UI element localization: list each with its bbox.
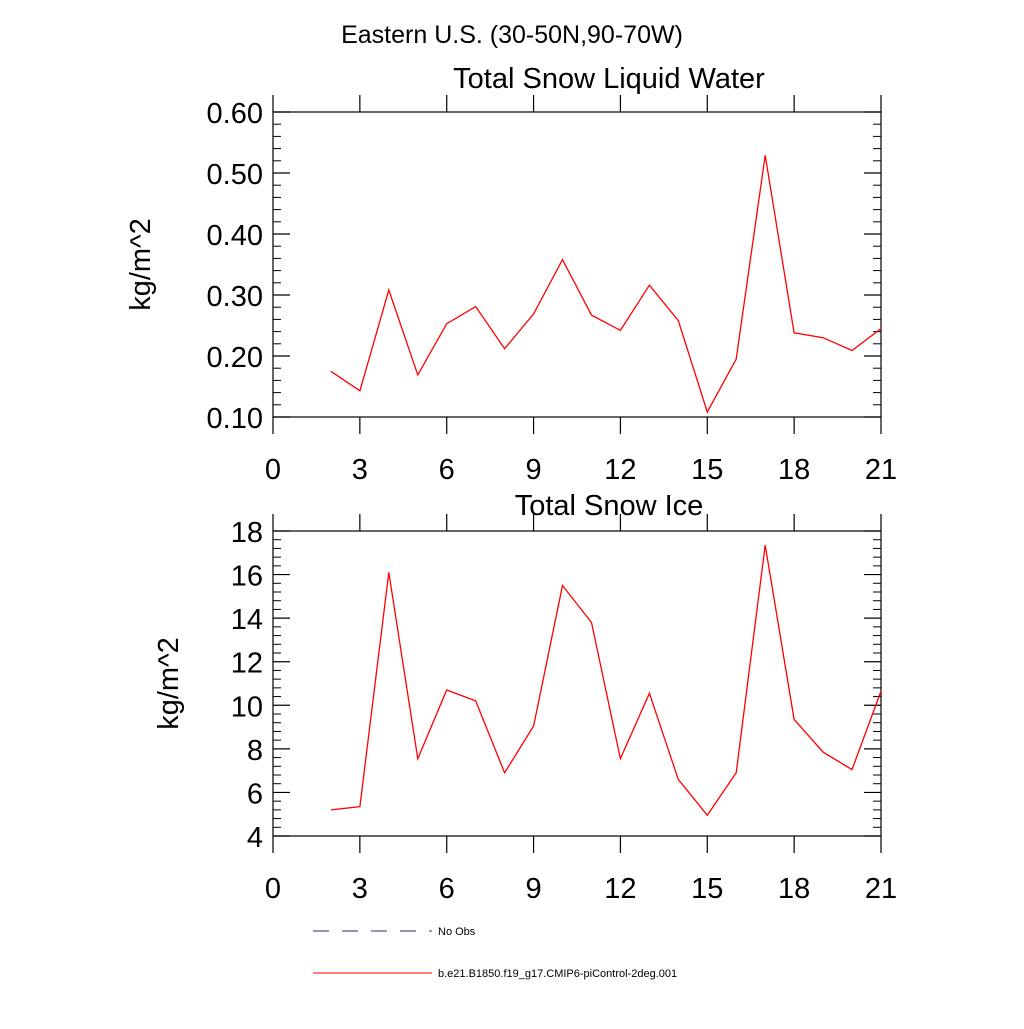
chart-1-ytick-label-5: 0.60 <box>207 98 263 130</box>
chart-2-ytick-label-1: 6 <box>247 778 263 810</box>
chart-2-xtick-label-1: 3 <box>352 873 368 905</box>
chart-1-xtick-label-5: 15 <box>691 454 723 486</box>
chart-2-xtick-label-4: 12 <box>604 873 636 905</box>
chart-1-ylabel: kg/m^2 <box>125 218 157 311</box>
chart-2-ytick-label-4: 12 <box>231 648 263 680</box>
figure-title: Eastern U.S. (30-50N,90-70W) <box>341 21 683 49</box>
legend: No Obs b.e21.B1850.f19_g17.CMIP6-piContro… <box>313 926 677 980</box>
chart-panel-1: Total Snow Liquid Water kg/m^2 0 3 6 9 12 15 18 2… <box>125 63 897 486</box>
chart-2-ytick-label-0: 4 <box>247 822 263 854</box>
chart-1-frame <box>273 112 881 417</box>
chart-1-series-line-0 <box>331 155 881 412</box>
chart-2-title: Total Snow Ice <box>515 490 704 522</box>
chart-2-ytick-label-6: 16 <box>231 561 263 593</box>
chart-1-xtick-label-0: 0 <box>265 454 281 486</box>
chart-2-ylabel: kg/m^2 <box>153 637 185 730</box>
chart-panel-2: Total Snow Ice kg/m^2 0 3 6 9 12 15 18 21 4 6 8 10 12 1… <box>153 490 897 905</box>
chart-2-xtick-label-6: 18 <box>778 873 810 905</box>
chart-1-xtick-label-6: 18 <box>778 454 810 486</box>
chart-2-ytick-label-2: 8 <box>247 735 263 767</box>
chart-2-frame <box>273 531 881 836</box>
chart-2-series-line-0 <box>331 545 881 815</box>
chart-2-xtick-label-3: 9 <box>526 873 542 905</box>
chart-2-xtick-label-0: 0 <box>265 873 281 905</box>
chart-2-xtick-label-7: 21 <box>865 873 897 905</box>
chart-2-ytick-label-5: 14 <box>231 604 263 636</box>
chart-1-xtick-label-3: 9 <box>526 454 542 486</box>
chart-1-title: Total Snow Liquid Water <box>453 63 765 95</box>
chart-panels: Total Snow Liquid Water kg/m^2 0 3 6 9 12 15 18 2… <box>125 63 897 905</box>
chart-1-xtick-label-2: 6 <box>439 454 455 486</box>
chart-1-ytick-label-3: 0.40 <box>207 220 263 252</box>
chart-1-xtick-label-7: 21 <box>865 454 897 486</box>
chart-2-ytick-label-3: 10 <box>231 691 263 723</box>
chart-2-xtick-label-2: 6 <box>439 873 455 905</box>
legend-label-0: No Obs <box>438 926 476 938</box>
chart-1-ytick-label-2: 0.30 <box>207 281 263 313</box>
chart-1-ytick-label-1: 0.20 <box>207 342 263 374</box>
chart-1-ytick-label-4: 0.50 <box>207 159 263 191</box>
legend-label-1: b.e21.B1850.f19_g17.CMIP6-piControl-2deg… <box>438 968 677 980</box>
chart-2-ytick-label-7: 18 <box>231 517 263 549</box>
chart-1-xtick-label-4: 12 <box>604 454 636 486</box>
chart-2-xtick-label-5: 15 <box>691 873 723 905</box>
chart-1-xtick-label-1: 3 <box>352 454 368 486</box>
chart-1-ytick-label-0: 0.10 <box>207 403 263 435</box>
